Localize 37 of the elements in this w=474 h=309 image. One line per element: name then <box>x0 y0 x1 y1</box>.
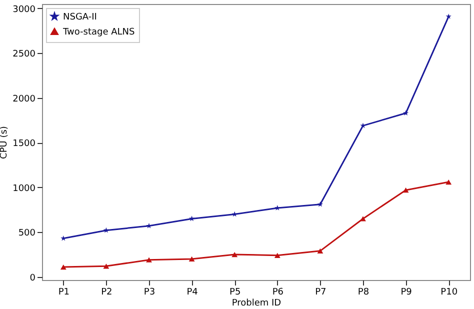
y-tick-label: 1000 <box>12 184 36 194</box>
point <box>274 205 280 210</box>
x-axis-title: Problem ID <box>232 298 282 308</box>
point <box>446 179 452 185</box>
point <box>188 256 195 262</box>
x-tick-label: P3 <box>144 288 156 298</box>
point <box>232 252 238 258</box>
y-tick-label: 3000 <box>12 4 36 15</box>
y-tick-label: 0 <box>30 273 36 284</box>
x-tick-label: P4 <box>186 288 198 298</box>
point <box>360 216 366 222</box>
point <box>446 14 452 19</box>
x-tick-label: P2 <box>101 288 112 298</box>
x-tick-label: P8 <box>358 288 370 298</box>
x-tick-label: P1 <box>58 288 70 298</box>
x-tick-label: P6 <box>272 288 284 298</box>
y-axis-title: CPU (s) <box>0 126 10 159</box>
legend-label: NSGA-II <box>63 12 97 22</box>
point <box>274 252 280 258</box>
point <box>103 227 110 233</box>
x-tick-label: P5 <box>230 288 241 298</box>
point <box>317 248 324 254</box>
point <box>146 257 152 262</box>
y-tick-label: 2000 <box>12 94 36 104</box>
y-tick-label: 500 <box>18 228 36 239</box>
point <box>402 110 409 116</box>
x-tick-label: P9 <box>400 288 412 298</box>
point <box>60 264 66 270</box>
y-tick-label: 2500 <box>12 50 36 60</box>
point <box>103 264 110 269</box>
x-tick-label: P7 <box>315 288 326 298</box>
point <box>188 216 195 222</box>
x-tick-label: P10 <box>440 288 458 298</box>
legend-label: Two-stage ALNS <box>62 28 136 38</box>
point <box>317 201 324 207</box>
point <box>402 188 409 193</box>
y-tick-label: 1500 <box>12 139 36 150</box>
